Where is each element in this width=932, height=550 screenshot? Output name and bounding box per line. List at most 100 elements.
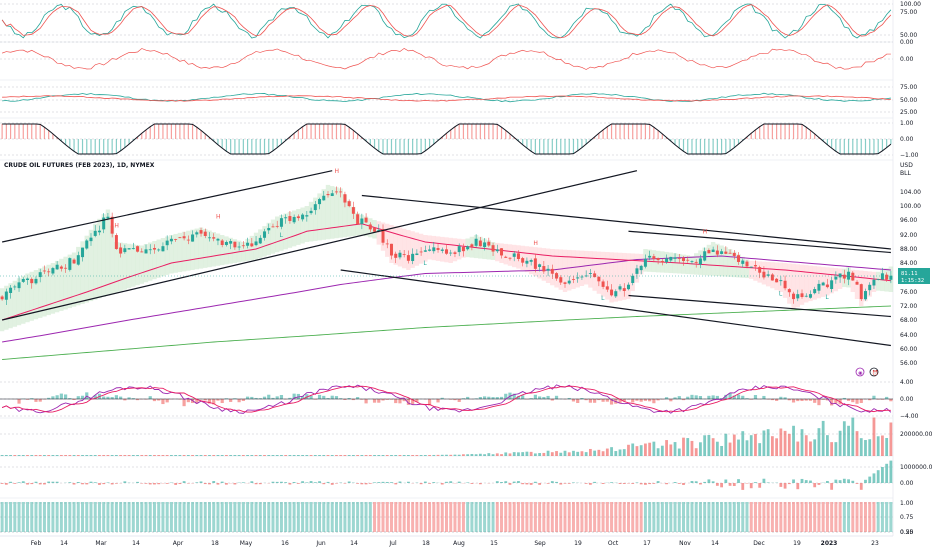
y-tick-label: 0.75 xyxy=(900,514,914,521)
cloud-segment xyxy=(795,264,800,308)
volume-bar xyxy=(855,431,859,456)
macd-histogram-bar xyxy=(389,399,394,400)
price-tick-label: 100.00 xyxy=(900,203,921,210)
candle-body xyxy=(876,279,880,280)
alarm-icon[interactable]: ⏰ xyxy=(869,367,879,377)
volume-bar xyxy=(635,446,639,456)
strength-bar xyxy=(478,502,482,532)
candle-body xyxy=(804,295,808,297)
time-axis-label: 23 xyxy=(871,540,879,547)
cloud-segment xyxy=(101,214,106,297)
strength-bar xyxy=(677,502,681,532)
strength-bar xyxy=(136,502,140,532)
macd-histogram-bar xyxy=(30,398,34,399)
candle-body xyxy=(563,282,567,284)
macd-histogram-bar xyxy=(686,396,690,399)
delta-bar xyxy=(842,478,846,483)
delta-bar xyxy=(165,483,169,484)
last-price-badge-bg xyxy=(898,268,930,284)
delta-bar xyxy=(305,482,309,483)
macd-histogram-bar xyxy=(584,399,588,401)
volume-bar xyxy=(749,435,753,456)
last-price-countdown: 1:15:32 xyxy=(901,278,924,284)
candle-body xyxy=(753,265,757,267)
macd-histogram-bar xyxy=(237,399,241,403)
delta-bar xyxy=(233,483,237,485)
volume-bar xyxy=(478,453,482,456)
strength-bar xyxy=(745,502,749,532)
volume-bar xyxy=(81,455,84,456)
macd-histogram-bar xyxy=(749,399,753,400)
macd-histogram-bar xyxy=(495,397,499,399)
delta-bar xyxy=(783,483,787,489)
strength-bar xyxy=(59,502,63,532)
cloud-segment xyxy=(29,271,34,321)
candle-body xyxy=(470,244,474,247)
volume-bar xyxy=(487,453,491,456)
delta-bar xyxy=(343,483,347,484)
candle-body xyxy=(55,264,59,270)
cloud-segment xyxy=(84,235,89,303)
top-icons[interactable]: ◉ ⏰ xyxy=(855,367,879,377)
volume-bar xyxy=(385,455,389,456)
cloud-segment xyxy=(503,243,508,265)
candle-body xyxy=(605,286,609,290)
time-axis-label: Jul xyxy=(388,540,397,547)
delta-bar xyxy=(419,483,423,485)
candle-body xyxy=(571,279,575,280)
cloud-segment xyxy=(579,250,585,286)
macd-histogram-bar xyxy=(851,399,855,403)
volume-bar xyxy=(368,455,372,456)
strength-bar xyxy=(842,502,846,532)
volume-bar xyxy=(360,455,364,456)
strength-bar xyxy=(89,502,93,532)
volume-bar xyxy=(483,454,486,456)
candle-body xyxy=(309,210,313,214)
price-panel[interactable]: CRUDE OIL FUTURES (FEB 2023), 1D, NYMEX … xyxy=(0,162,930,367)
macd-histogram-bar xyxy=(114,395,118,399)
delta-bar xyxy=(652,483,656,484)
macd-histogram-bar xyxy=(152,399,157,402)
cloud-segment xyxy=(626,253,631,299)
strength-bar xyxy=(508,502,512,532)
candle-body xyxy=(186,239,190,241)
volume-bar xyxy=(390,455,393,456)
delta-bar xyxy=(813,483,817,488)
candle-body xyxy=(288,216,292,221)
strength-bar xyxy=(504,502,508,532)
macd-histogram-bar xyxy=(533,394,537,399)
cloud-segment xyxy=(152,241,157,280)
macd-histogram-bar xyxy=(719,398,724,399)
strength-bar xyxy=(576,502,580,532)
candle-body xyxy=(207,237,211,239)
strength-bar xyxy=(855,502,859,532)
macd-histogram-bar xyxy=(588,399,592,403)
cloud-segment xyxy=(232,239,238,263)
delta-bar xyxy=(106,482,110,483)
strength-bar xyxy=(9,502,13,532)
macd-group xyxy=(0,384,893,414)
eye-icon[interactable]: ◉ xyxy=(855,367,865,377)
candle-body xyxy=(51,268,55,274)
strength-bar xyxy=(106,502,110,532)
macd-histogram-bar xyxy=(724,394,728,399)
volume-bar xyxy=(208,455,211,456)
volume-bar xyxy=(47,455,51,456)
cloud-segment xyxy=(0,288,5,332)
delta-bar xyxy=(508,483,512,485)
strength-bar xyxy=(148,502,152,532)
delta-bar xyxy=(707,479,711,483)
delta-bar xyxy=(428,483,431,484)
strength-bar xyxy=(182,502,186,532)
cloud-segment xyxy=(131,244,136,287)
volume-bar xyxy=(110,455,114,456)
candle-body xyxy=(165,240,169,246)
strength-bar xyxy=(389,502,393,532)
strength-bar xyxy=(495,502,499,532)
candle-body xyxy=(258,237,262,244)
delta-bar xyxy=(360,483,364,485)
strength-bar xyxy=(885,502,889,532)
volume-bar xyxy=(466,454,470,456)
delta-bar xyxy=(440,483,444,485)
strength-bar xyxy=(715,502,719,532)
